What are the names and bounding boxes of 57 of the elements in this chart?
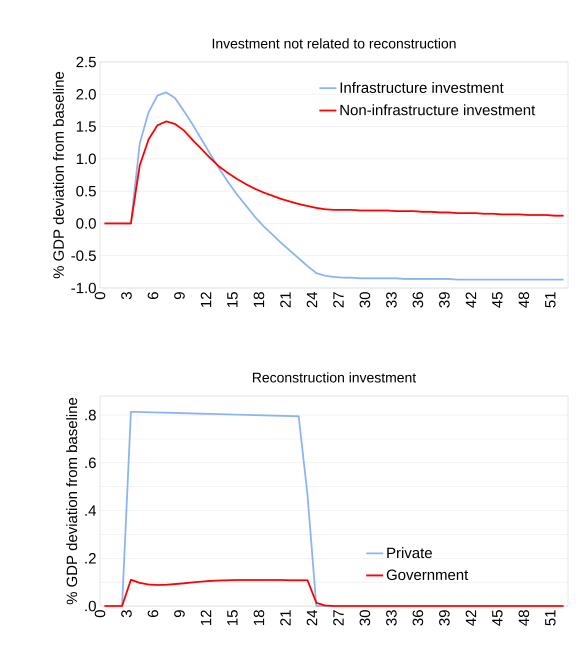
y-tick-label: 1.5 bbox=[76, 121, 96, 132]
x-tick-label: 51 bbox=[545, 610, 556, 626]
chart-title: Reconstruction investment bbox=[252, 372, 416, 383]
x-tick-label: 6 bbox=[148, 610, 158, 618]
y-tick-label: 0.0 bbox=[76, 218, 96, 229]
x-tick-label: 12 bbox=[200, 292, 212, 307]
legend-label: Non-infrastructure investment bbox=[340, 104, 536, 116]
y-tick-label: -0.5 bbox=[71, 250, 96, 261]
x-tick-label: 36 bbox=[412, 292, 424, 308]
x-tick-label: 24 bbox=[306, 610, 318, 626]
x-tick-label: 39 bbox=[439, 610, 450, 626]
x-tick-label: 42 bbox=[466, 292, 476, 308]
legend-label: Government bbox=[386, 569, 468, 580]
x-tick-label: 12 bbox=[200, 610, 212, 625]
x-tick-label: 0 bbox=[94, 610, 106, 618]
x-tick-label: 9 bbox=[174, 292, 185, 300]
y-tick-label: 2.5 bbox=[76, 56, 96, 68]
chart-title: Investment not related to reconstruction bbox=[212, 38, 456, 48]
y-tick-label: 0.5 bbox=[76, 186, 96, 196]
x-tick-label: 18 bbox=[254, 292, 264, 307]
y-tick-label: .8 bbox=[85, 410, 96, 420]
x-tick-label: 36 bbox=[412, 610, 424, 626]
x-tick-label: 21 bbox=[280, 292, 291, 308]
x-tick-label: 30 bbox=[360, 610, 370, 626]
x-tick-label: 51 bbox=[545, 292, 556, 308]
x-tick-label: 48 bbox=[518, 292, 530, 308]
y-axis-title: % GDP deviation from baseline bbox=[52, 72, 64, 278]
x-tick-label: 42 bbox=[466, 610, 476, 626]
x-tick-label: 21 bbox=[280, 610, 291, 626]
x-tick-label: 39 bbox=[439, 292, 450, 308]
y-tick-label: 2.0 bbox=[76, 88, 96, 100]
legend-label: Private bbox=[387, 547, 432, 558]
y-axis-title: % GDP deviation from baseline bbox=[66, 398, 78, 604]
x-tick-label: 27 bbox=[333, 292, 344, 308]
x-tick-label: 48 bbox=[518, 610, 530, 626]
x-tick-label: 27 bbox=[333, 610, 344, 626]
x-tick-label: 9 bbox=[174, 610, 185, 618]
legend-label: Infrastructure investment bbox=[340, 82, 504, 93]
x-tick-label: 33 bbox=[386, 292, 397, 308]
x-tick-label: 15 bbox=[227, 610, 238, 625]
x-tick-label: 45 bbox=[492, 610, 503, 626]
x-tick-label: 30 bbox=[360, 292, 370, 308]
y-tick-label: -1.0 bbox=[71, 282, 96, 294]
y-tick-label: 1.0 bbox=[76, 154, 96, 164]
x-tick-label: 3 bbox=[121, 292, 132, 300]
x-tick-label: 24 bbox=[306, 292, 318, 308]
x-tick-label: 0 bbox=[94, 292, 106, 300]
y-tick-label: .4 bbox=[85, 505, 96, 516]
x-tick-label: 15 bbox=[227, 292, 238, 307]
x-tick-label: 33 bbox=[386, 610, 397, 626]
x-tick-label: 3 bbox=[121, 610, 132, 618]
x-tick-label: 18 bbox=[254, 610, 264, 625]
x-tick-label: 45 bbox=[492, 292, 503, 308]
y-tick-label: .6 bbox=[85, 458, 96, 468]
y-tick-label: .0 bbox=[85, 600, 96, 612]
x-tick-label: 6 bbox=[148, 292, 158, 300]
y-tick-label: .2 bbox=[85, 553, 96, 564]
